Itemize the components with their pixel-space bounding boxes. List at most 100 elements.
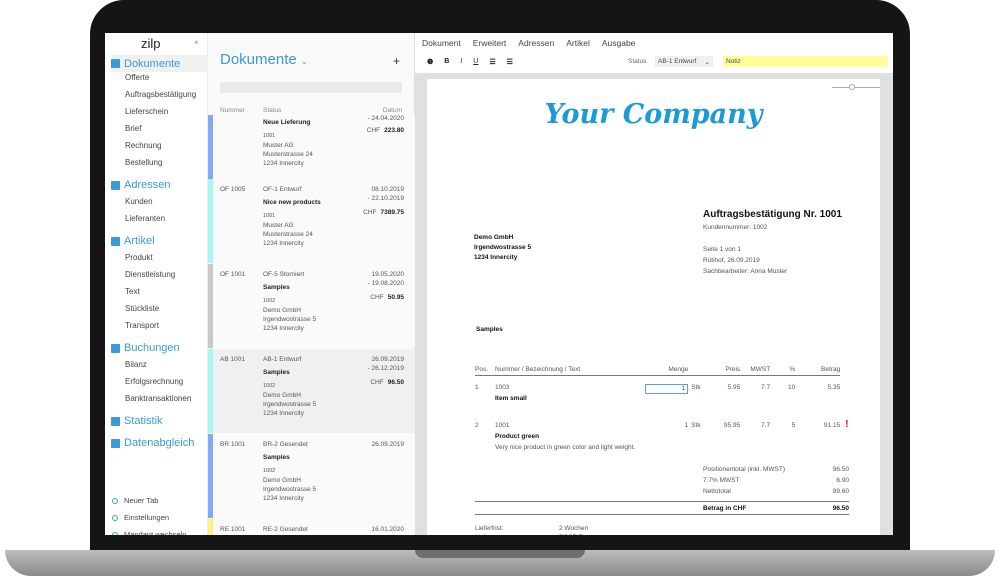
address-line: 1234 Innercity: [263, 410, 304, 417]
terms: Lieferfrist: 2 Wochen Lieferart: POST Econo…: [475, 524, 849, 535]
menu-erweitert[interactable]: Erweitert: [472, 38, 507, 48]
amount: CHF 7389.75: [363, 209, 404, 216]
document-number: RE 1001: [220, 526, 246, 533]
position-row[interactable]: 2 1001 Product green Very nice product in g…: [475, 414, 849, 451]
unit: Stk: [691, 384, 701, 391]
address-line: 1234 Innercity: [263, 160, 304, 167]
disc: 5: [791, 422, 796, 429]
sidebar-item-auftragsbestätigung[interactable]: Auftragsbestätigung: [125, 90, 197, 99]
amount: CHF 50.95: [370, 294, 404, 301]
footer-label: Mandant wechseln: [124, 530, 187, 535]
list-title-dropdown[interactable]: Dokumente ⌄: [220, 51, 308, 68]
slider-handle[interactable]: [849, 84, 855, 90]
address-line: 1234 Innercity: [263, 495, 304, 502]
column-header: Betrag: [795, 366, 841, 376]
ordered-list-icon[interactable]: ☰: [489, 59, 496, 66]
bold-button[interactable]: B: [444, 58, 450, 65]
sidebar-section-statistik[interactable]: Statistik: [111, 415, 207, 427]
sidebar-item-bestellung[interactable]: Bestellung: [125, 158, 163, 167]
sidebar-item-kunden[interactable]: Kunden: [125, 197, 153, 206]
menu-adressen[interactable]: Adressen: [518, 38, 555, 48]
grand-label: Betrag in CHF: [703, 505, 747, 512]
quantity-cell: 1: [643, 414, 689, 451]
info-icon[interactable]: ❶: [427, 59, 434, 66]
app-screen: zilp × Dokumente Offerte Auftragsbestätigu…: [105, 33, 893, 535]
underline-button[interactable]: U: [473, 58, 479, 65]
add-document-button[interactable]: +: [393, 54, 401, 68]
sidebar-section-adressen[interactable]: Adressen: [111, 179, 207, 191]
chevron-down-icon: ⌄: [704, 59, 710, 66]
address-line: Irgendwostrasse 5: [263, 486, 317, 493]
footer-label: Neuer Tab: [124, 496, 159, 505]
position-text: 1003 Item small: [495, 376, 643, 402]
list-item[interactable]: OF 1005 OF-1 Entwurf 08.10.2019 - 22.10.201…: [208, 179, 416, 263]
sidebar-item-erfolgsrechnung[interactable]: Erfolgsrechnung: [125, 377, 184, 386]
position-number: 1: [475, 384, 479, 391]
list-item[interactable]: BR 1001 BR-2 Gesendet 26.09.2019 Samples 100…: [208, 434, 416, 518]
document-status: OF-5 Storniert: [263, 271, 305, 278]
sidebar-section-artikel[interactable]: Artikel: [111, 235, 207, 247]
currency: CHF: [370, 379, 384, 386]
item-number: 1003: [495, 384, 510, 391]
sidebar-item-lieferanten[interactable]: Lieferanten: [125, 214, 166, 223]
total-label: Positionentotal (inkl. MWST): [703, 466, 785, 473]
menu-ausgabe[interactable]: Ausgabe: [601, 38, 636, 48]
list-item[interactable]: RE 1001 RE-2 Gesendet 16.01.2020: [208, 519, 416, 535]
zoom-slider[interactable]: [832, 84, 880, 90]
sidebar-footer-item[interactable]: Mandant wechseln: [112, 530, 187, 535]
sidebar-item-text[interactable]: Text: [125, 287, 140, 296]
sidebar-section-label: Buchungen: [124, 342, 180, 354]
total-label: 7.7% MWST: [703, 477, 740, 484]
menu-artikel[interactable]: Artikel: [566, 38, 590, 48]
positions-table: Pos. Nummer / Bezeichnung / Text Menge Prei…: [475, 366, 849, 451]
list-item[interactable]: OF 1001 OF-5 Storniert 19.05.2020 - 19.08.2…: [208, 264, 416, 348]
italic-button[interactable]: I: [460, 58, 463, 65]
recipient-line: Irgendwostrasse 5: [474, 244, 532, 251]
list-item[interactable]: - 24.04.2020 Neue Lieferung CHF 223.80 1001 M…: [208, 115, 416, 179]
box-icon: [111, 236, 120, 246]
document-icon: [111, 59, 120, 68]
sidebar-section-datenabgleich[interactable]: Datenabgleich: [111, 437, 207, 449]
sidebar-footer-item[interactable]: Neuer Tab: [112, 496, 158, 505]
total-row: Nettototal 89.60: [475, 488, 849, 499]
menu-bar: Dokument Erweitert Adressen Artikel Ausgabe: [422, 38, 635, 48]
quantity-input[interactable]: 1: [684, 422, 689, 429]
document-title: Samples: [263, 369, 290, 376]
list-item[interactable]: AB 1001 AB-1 Entwurf 26.09.2019 - 26.12.201…: [208, 349, 416, 433]
position-row[interactable]: 1 1003 Item small 1 Stk 5.95 7.7 10 5.35: [475, 376, 849, 402]
sidebar-item-banktransaktionen[interactable]: Banktransaktionen: [125, 394, 192, 403]
bullet-list-icon[interactable]: ☰: [506, 59, 513, 66]
sidebar-item-brief[interactable]: Brief: [125, 124, 142, 133]
sidebar-item-bilanz[interactable]: Bilanz: [125, 360, 147, 369]
sidebar-footer-item[interactable]: Einstellungen: [112, 513, 169, 522]
close-sidebar-button[interactable]: ×: [194, 38, 199, 47]
book-icon: [111, 343, 120, 353]
sidebar-item-offerte[interactable]: Offerte: [125, 73, 150, 82]
status-color-bar: [208, 434, 213, 518]
unit: Stk: [691, 422, 701, 429]
header-number: Nummer: [220, 107, 245, 114]
format-toolbar: ❶ B I U ☰ ☰: [427, 58, 513, 66]
note-input[interactable]: Notiz: [723, 56, 888, 67]
customer-id: 1002: [263, 468, 276, 474]
header-date: Datum: [382, 107, 402, 114]
search-input[interactable]: [220, 82, 402, 93]
status-select[interactable]: AB-1 Entwurf ⌄: [655, 56, 713, 67]
amount-value: 96.50: [387, 379, 404, 386]
sidebar-section-dokumente[interactable]: Dokumente: [111, 55, 207, 72]
grand-value: 96.50: [832, 505, 849, 512]
sidebar-item-dienstleistung[interactable]: Dienstleistung: [125, 270, 176, 279]
arrows-icon: [111, 438, 120, 448]
amount-value: 7389.75: [380, 209, 405, 216]
menu-dokument[interactable]: Dokument: [422, 38, 461, 48]
sidebar-item-stückliste[interactable]: Stückliste: [125, 304, 160, 313]
quantity-input[interactable]: 1: [645, 384, 689, 394]
amount: 91.15: [823, 422, 841, 429]
sidebar-item-lieferschein[interactable]: Lieferschein: [125, 107, 169, 116]
sidebar-item-rechnung[interactable]: Rechnung: [125, 141, 162, 150]
sidebar-section-label: Statistik: [124, 415, 163, 427]
sidebar-item-transport[interactable]: Transport: [125, 321, 159, 330]
sidebar-section-buchungen[interactable]: Buchungen: [111, 342, 207, 354]
sidebar-item-produkt[interactable]: Produkt: [125, 253, 153, 262]
term-row: Lieferfrist: 2 Wochen: [475, 524, 849, 533]
